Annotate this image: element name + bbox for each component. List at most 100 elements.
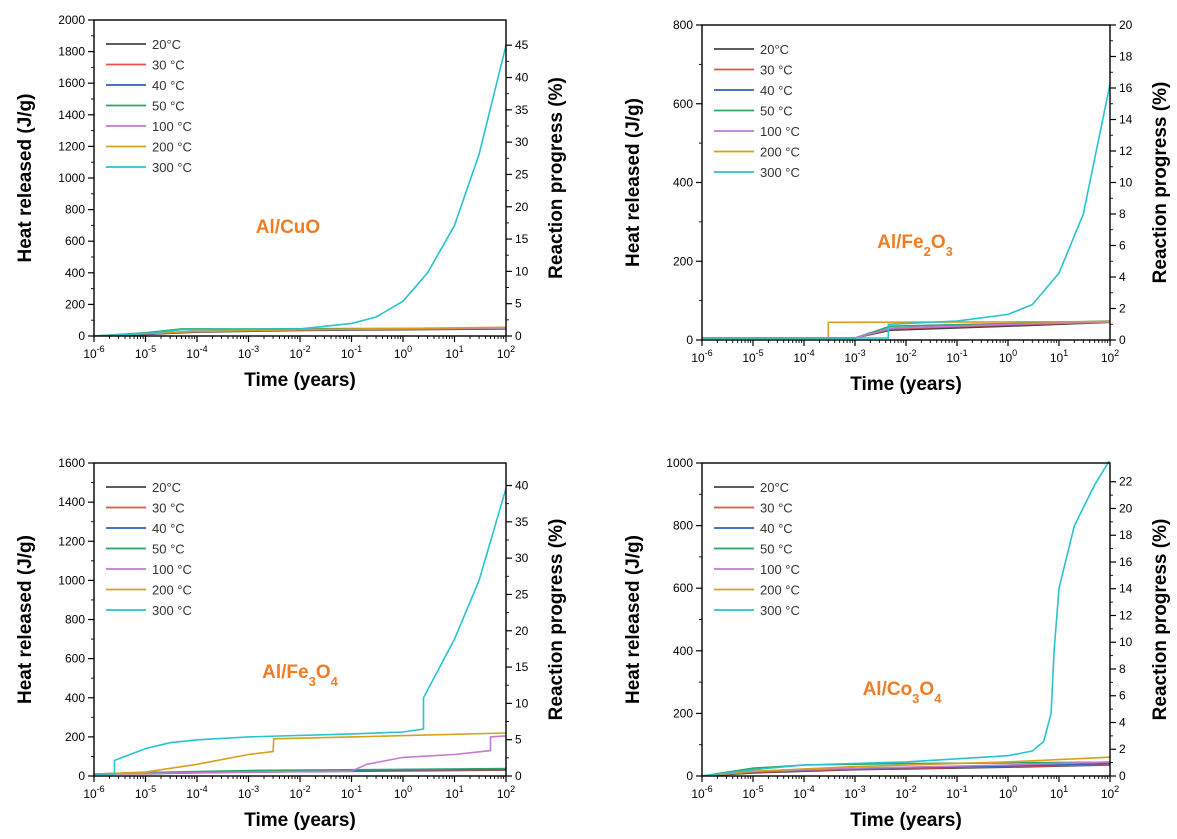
series-line bbox=[702, 461, 1110, 776]
x-tick-label: 102 bbox=[1101, 348, 1119, 365]
y2-tick-label: 0 bbox=[1119, 769, 1126, 783]
tick-exponent: -4 bbox=[807, 348, 815, 358]
y-tick-label: 0 bbox=[78, 769, 85, 783]
annotation-text: Al/Fe bbox=[877, 232, 923, 253]
y-tick-label: 200 bbox=[673, 254, 693, 268]
tick-exponent: -5 bbox=[148, 784, 156, 794]
y-tick-label: 800 bbox=[673, 519, 693, 533]
x-tick-label: 100 bbox=[394, 784, 412, 801]
y-tick-label: 800 bbox=[65, 613, 85, 627]
tick-base: 10 bbox=[946, 351, 960, 365]
y2-tick-label: 15 bbox=[515, 232, 529, 246]
annotation-subscript: 3 bbox=[912, 691, 919, 706]
legend-label: 300 °C bbox=[152, 603, 192, 618]
tick-exponent: -6 bbox=[97, 344, 105, 354]
tick-base: 10 bbox=[691, 351, 705, 365]
y-tick-label: 800 bbox=[65, 203, 85, 217]
series-line bbox=[94, 488, 506, 775]
tick-base: 10 bbox=[497, 347, 511, 361]
tick-exponent: -2 bbox=[303, 344, 311, 354]
legend: 20°C 30 °C 40 °C 50 °C 100 °C 200 °C 300 °C bbox=[106, 480, 192, 618]
legend-label: 200 °C bbox=[760, 583, 800, 598]
legend-label: 20°C bbox=[760, 42, 789, 57]
y2-tick-label: 20 bbox=[515, 200, 529, 214]
y2-tick-label: 20 bbox=[1119, 501, 1133, 515]
x-axis-title: Time (years) bbox=[850, 810, 962, 831]
y2-tick-label: 5 bbox=[515, 733, 522, 747]
y2-tick-label: 45 bbox=[515, 38, 529, 52]
legend-label: 30 °C bbox=[760, 501, 793, 516]
y2-tick-label: 15 bbox=[515, 660, 529, 674]
tick-base: 10 bbox=[895, 351, 909, 365]
x-tick-label: 100 bbox=[999, 348, 1017, 365]
y2-tick-label: 4 bbox=[1119, 270, 1126, 284]
y2-tick-label: 18 bbox=[1119, 50, 1133, 64]
y2-tick-label: 14 bbox=[1119, 113, 1133, 127]
tick-exponent: 2 bbox=[1114, 784, 1119, 794]
y-tick-label: 400 bbox=[65, 266, 85, 280]
tick-base: 10 bbox=[445, 347, 459, 361]
y2-tick-label: 10 bbox=[1119, 635, 1133, 649]
tick-exponent: -2 bbox=[909, 348, 917, 358]
legend-label: 100 °C bbox=[760, 562, 800, 577]
tick-base: 10 bbox=[1101, 351, 1115, 365]
x-tick-label: 10-2 bbox=[895, 348, 916, 365]
tick-base: 10 bbox=[497, 787, 511, 801]
y-tick-label: 2000 bbox=[58, 13, 85, 27]
x-tick-label: 10-3 bbox=[844, 348, 865, 365]
x-axis-title: Time (years) bbox=[244, 810, 356, 831]
annotation-subscript: 3 bbox=[946, 244, 953, 259]
tick-exponent: -5 bbox=[148, 344, 156, 354]
tick-base: 10 bbox=[1050, 351, 1064, 365]
y2-tick-label: 35 bbox=[515, 515, 529, 529]
x-tick-label: 102 bbox=[1101, 784, 1119, 801]
y-tick-label: 400 bbox=[673, 176, 693, 190]
panel-annotation: Al/Fe3O4 bbox=[262, 662, 338, 689]
y-tick-label: 1200 bbox=[58, 534, 85, 548]
tick-base: 10 bbox=[742, 351, 756, 365]
tick-base: 10 bbox=[394, 787, 408, 801]
legend-label: 200 °C bbox=[152, 583, 192, 598]
tick-exponent: -1 bbox=[960, 784, 968, 794]
series-line bbox=[94, 735, 506, 775]
y-tick-label: 400 bbox=[65, 691, 85, 705]
x-tick-label: 10-4 bbox=[793, 348, 814, 365]
y-axis-title: Heat released (J/g) bbox=[623, 98, 644, 267]
tick-base: 10 bbox=[793, 787, 807, 801]
panel-annotation: Al/Fe2O3 bbox=[877, 232, 953, 259]
y-axis-title: Heat released (J/g) bbox=[15, 535, 36, 704]
panel-annotation: Al/CuO bbox=[256, 217, 320, 238]
y2-tick-label: 20 bbox=[1119, 18, 1133, 32]
y2-tick-label: 22 bbox=[1119, 475, 1133, 489]
legend-label: 20°C bbox=[760, 480, 789, 495]
legend-label: 40 °C bbox=[760, 521, 793, 536]
y2-axis-title: Reaction progress (%) bbox=[1150, 519, 1171, 721]
legend-label: 30 °C bbox=[760, 63, 793, 78]
y-tick-label: 600 bbox=[673, 581, 693, 595]
tick-base: 10 bbox=[1101, 787, 1115, 801]
annotation-subscript: 2 bbox=[924, 244, 931, 259]
tick-exponent: 2 bbox=[1114, 348, 1119, 358]
y-tick-label: 1400 bbox=[58, 495, 85, 509]
tick-exponent: -3 bbox=[251, 784, 259, 794]
y2-tick-label: 30 bbox=[515, 551, 529, 565]
tick-base: 10 bbox=[238, 347, 252, 361]
tick-exponent: 0 bbox=[1012, 348, 1017, 358]
x-tick-label: 10-5 bbox=[742, 348, 763, 365]
y2-tick-label: 12 bbox=[1119, 144, 1133, 158]
x-tick-label: 102 bbox=[497, 344, 515, 361]
tick-exponent: -3 bbox=[858, 784, 866, 794]
tick-exponent: -3 bbox=[858, 348, 866, 358]
annotation-subscript: 3 bbox=[309, 674, 316, 689]
x-tick-label: 10-6 bbox=[691, 784, 712, 801]
series-line bbox=[702, 756, 1110, 776]
chart-panel: 10-6 10-5 10-4 10-3 10-2 10-1 100 101 1020200400… bbox=[623, 456, 1171, 831]
y-tick-label: 0 bbox=[686, 333, 693, 347]
y2-tick-label: 12 bbox=[1119, 608, 1133, 622]
y2-tick-label: 30 bbox=[515, 135, 529, 149]
tick-exponent: 1 bbox=[459, 784, 464, 794]
annotation-subscript: 4 bbox=[331, 674, 339, 689]
legend-label: 100 °C bbox=[152, 562, 192, 577]
tick-exponent: -4 bbox=[200, 784, 208, 794]
y-tick-label: 1400 bbox=[58, 108, 85, 122]
